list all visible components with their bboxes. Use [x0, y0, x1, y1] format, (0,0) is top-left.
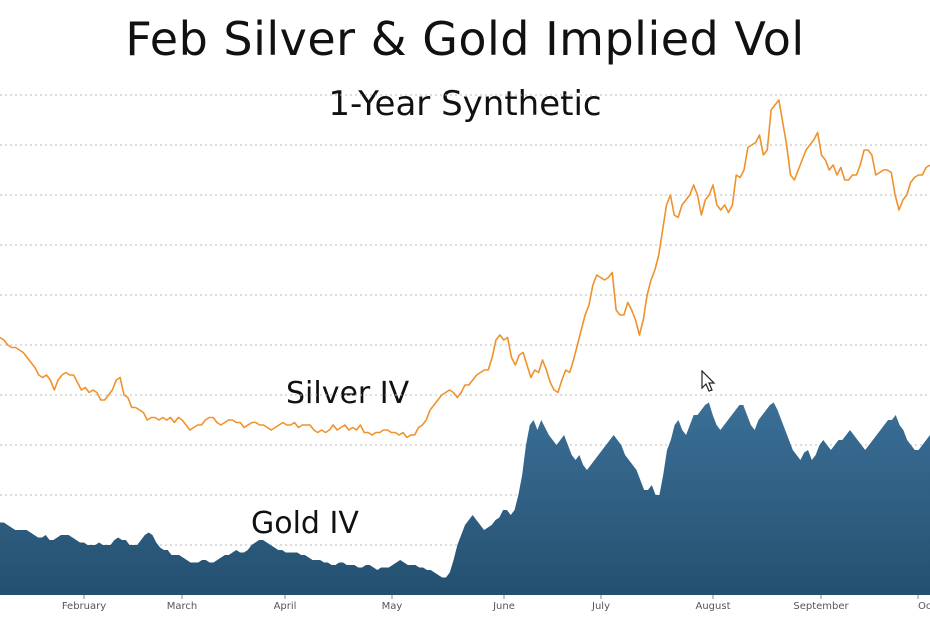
x-tick-label: March [167, 601, 197, 612]
x-tick-label: June [492, 601, 515, 612]
x-tick-label: February [62, 601, 106, 612]
x-tick-label: August [696, 601, 731, 612]
silver-series-label: Silver IV [286, 376, 410, 411]
x-tick-label: September [793, 601, 849, 612]
chart-subtitle: 1-Year Synthetic [328, 84, 602, 124]
gold-series-label: Gold IV [251, 506, 359, 541]
x-tick-label: Octob [918, 601, 930, 612]
silver-line-layer [0, 99, 930, 439]
chart-title: Feb Silver & Gold Implied Vol [125, 12, 805, 66]
silver-iv-line [0, 99, 930, 439]
gold-iv-area [0, 402, 930, 595]
x-tick-label: April [274, 601, 297, 612]
gold-area-layer [0, 402, 930, 595]
x-axis: February March April May June July August Septe… [62, 595, 930, 612]
x-tick-label: July [591, 601, 610, 612]
mouse-pointer-icon [701, 370, 716, 392]
x-tick-label: May [382, 601, 403, 612]
